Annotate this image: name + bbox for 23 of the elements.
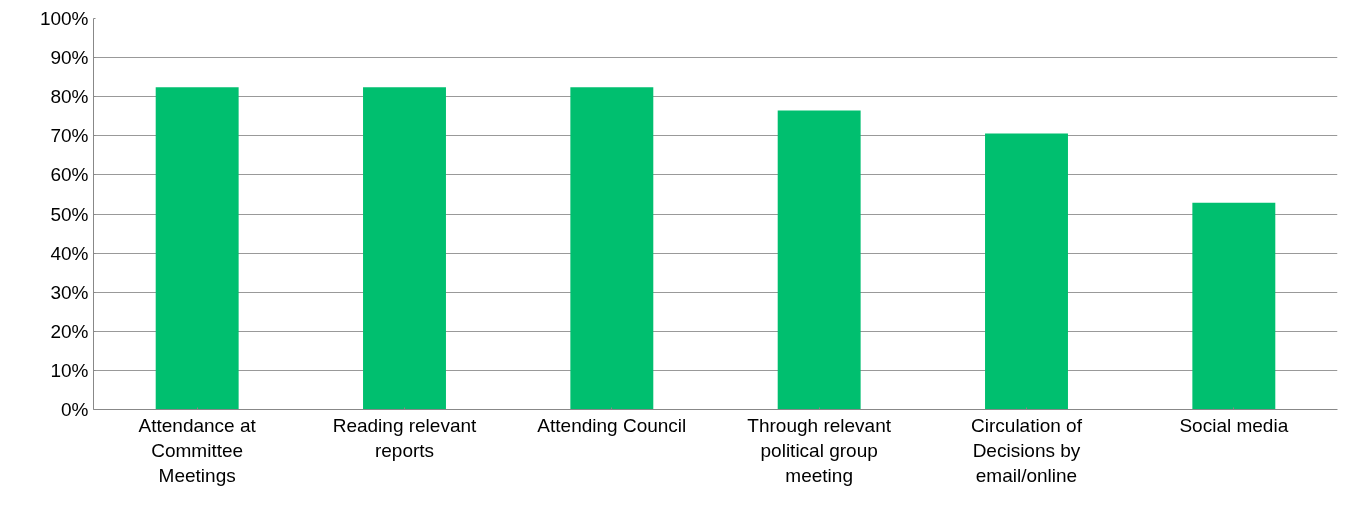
y-tick-label: 10% — [50, 359, 89, 381]
y-tick-label: 30% — [50, 281, 89, 303]
y-tick-label: 50% — [50, 203, 89, 225]
x-tick-label: Through relevant political group meeting — [747, 414, 892, 486]
y-tick-label: 0% — [61, 399, 89, 420]
y-tick-label: 90% — [50, 47, 89, 69]
y-tick-label: 70% — [50, 125, 89, 147]
y-tick-label: 100% — [39, 8, 89, 29]
y-tick-label: 80% — [50, 86, 89, 108]
x-tick-label: Attendance at Committee Meetings — [138, 414, 257, 486]
y-tick-label: 40% — [50, 242, 89, 264]
x-tick-label: Circulation of Decisions by email/online — [971, 414, 1083, 486]
y-tick-label: 60% — [50, 164, 89, 186]
x-tick-label: Social media — [1179, 414, 1289, 436]
bar — [155, 87, 239, 410]
bar — [777, 110, 861, 410]
x-tick-label: Reading relevant reports — [332, 414, 478, 461]
bar — [1192, 202, 1276, 410]
y-tick-label: 20% — [50, 320, 89, 342]
bar — [570, 87, 654, 410]
x-tick-label: Attending Council — [537, 414, 687, 436]
bar — [363, 87, 446, 410]
bar — [985, 133, 1068, 410]
